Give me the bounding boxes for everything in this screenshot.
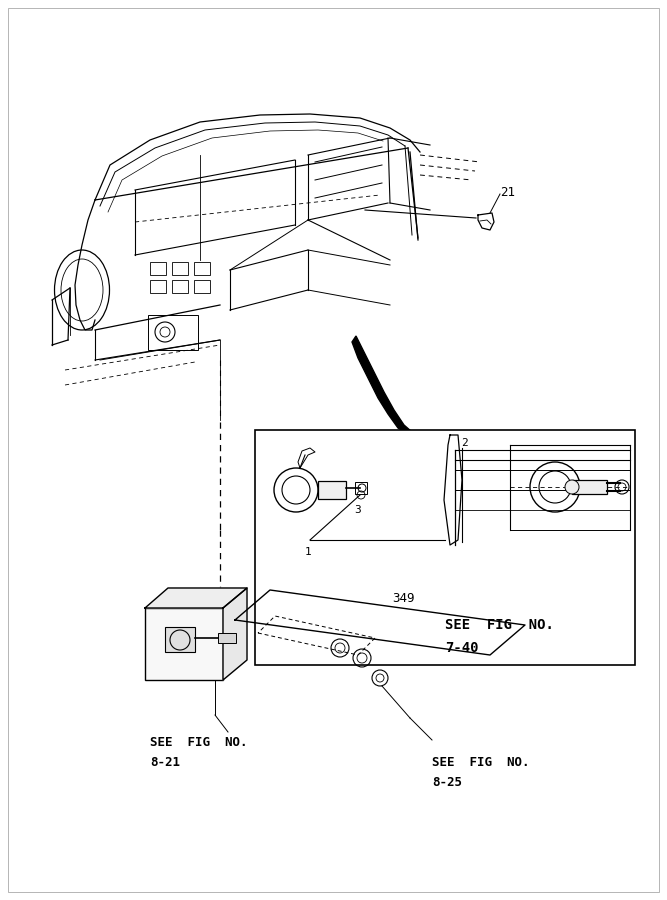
Bar <box>145 608 223 680</box>
Bar <box>148 315 198 350</box>
Bar <box>255 430 635 665</box>
Text: 7-40: 7-40 <box>445 641 478 655</box>
Bar <box>318 481 346 499</box>
Text: SEE  FIG  NO.: SEE FIG NO. <box>432 755 530 769</box>
Text: 2: 2 <box>462 438 468 448</box>
Polygon shape <box>223 588 247 680</box>
Bar <box>355 482 367 494</box>
Bar <box>150 262 166 275</box>
Polygon shape <box>235 590 525 655</box>
Polygon shape <box>352 336 412 434</box>
Polygon shape <box>145 588 247 608</box>
Text: 8-21: 8-21 <box>150 755 180 769</box>
Bar <box>165 627 195 652</box>
Bar <box>194 280 210 293</box>
Text: 21: 21 <box>500 185 515 199</box>
Bar <box>172 280 188 293</box>
Bar <box>172 262 188 275</box>
Text: SEE  FIG  NO.: SEE FIG NO. <box>445 618 554 632</box>
Text: 349: 349 <box>392 591 414 605</box>
Bar <box>572 480 607 494</box>
Bar <box>218 633 236 643</box>
Text: 8-25: 8-25 <box>432 776 462 788</box>
Circle shape <box>565 480 579 494</box>
Text: SEE  FIG  NO.: SEE FIG NO. <box>150 735 247 749</box>
Text: 1: 1 <box>305 547 311 557</box>
Text: 3: 3 <box>355 505 362 515</box>
Bar <box>194 262 210 275</box>
Bar <box>150 280 166 293</box>
